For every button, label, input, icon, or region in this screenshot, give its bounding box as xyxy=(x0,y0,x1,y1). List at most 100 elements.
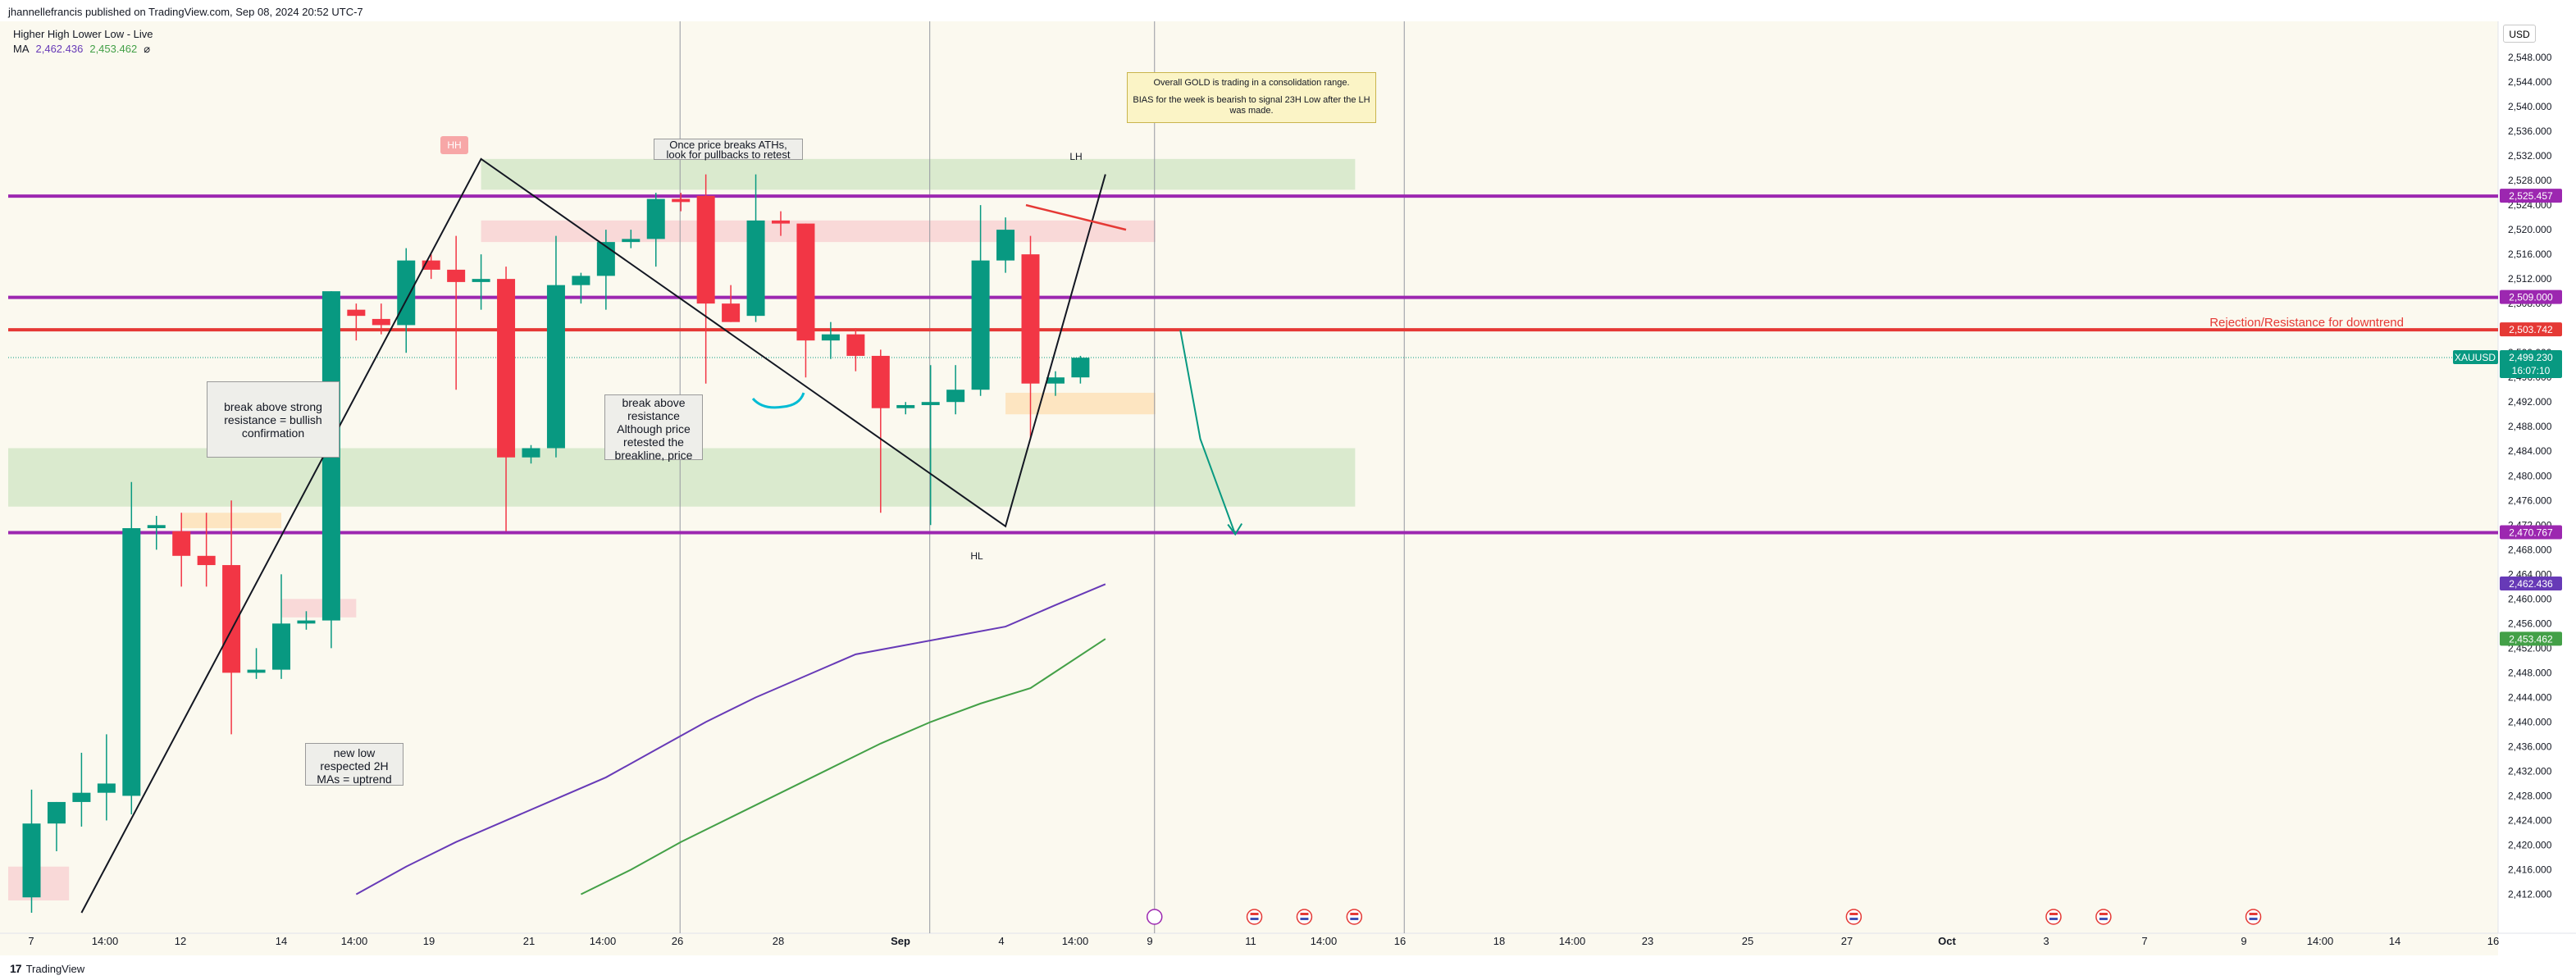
candle-body[interactable] xyxy=(147,525,166,529)
horizontal-levels[interactable] xyxy=(8,194,2498,535)
lightning-event-icon[interactable] xyxy=(1147,909,1163,925)
candle-body[interactable] xyxy=(522,448,540,458)
hh-marker[interactable]: HH xyxy=(440,136,468,154)
drawings[interactable]: HH LH HL Rejection/Resistance for downtrend xyxy=(80,136,2404,914)
currency-button[interactable]: USD xyxy=(2503,25,2536,43)
candle-body[interactable] xyxy=(996,230,1015,261)
candle-body[interactable] xyxy=(422,260,440,270)
demand-zone[interactable] xyxy=(481,158,1356,190)
candle-body[interactable] xyxy=(222,565,241,673)
candle-body[interactable] xyxy=(971,260,990,390)
price-tick: 2,444.000 xyxy=(2508,691,2552,703)
tradingview-logo[interactable]: 17 TradingView xyxy=(10,962,84,975)
annotation-bullish-confirmation[interactable]: break above strong resistance = bullish … xyxy=(207,381,340,458)
price-tick: 2,536.000 xyxy=(2508,125,2552,137)
annotation-line: MAs = uptrend xyxy=(317,773,392,786)
curve-marker[interactable] xyxy=(751,392,805,409)
candle-body[interactable] xyxy=(1021,254,1040,384)
us-flag-event-icon[interactable] xyxy=(1346,909,1363,925)
lh-resistance-line[interactable] xyxy=(1025,203,1127,231)
candle-body[interactable] xyxy=(1071,358,1090,378)
candle-body[interactable] xyxy=(796,223,815,341)
candle-body[interactable] xyxy=(497,279,516,458)
candle-body[interactable] xyxy=(896,404,915,408)
candle-body[interactable] xyxy=(622,239,641,243)
symbol-tag-bg xyxy=(2453,349,2498,364)
price-tick: 2,428.000 xyxy=(2508,790,2552,801)
order_block-zone[interactable] xyxy=(1005,392,1156,415)
price-tick: 2,440.000 xyxy=(2508,716,2552,727)
annotation-uptrend[interactable]: new low respected 2H MAs = uptrend xyxy=(305,743,403,786)
candle-body[interactable] xyxy=(122,528,141,796)
us-flag-event-icon[interactable] xyxy=(1296,909,1313,925)
candle-body[interactable] xyxy=(846,334,865,356)
annotation-retested[interactable]: break above resistance Although price re… xyxy=(604,394,703,462)
candle-body[interactable] xyxy=(72,792,91,802)
candle-body[interactable] xyxy=(447,269,466,282)
candle-body[interactable] xyxy=(97,783,116,793)
us-flag-event-icon[interactable] xyxy=(2045,909,2062,925)
candle-body[interactable] xyxy=(772,220,790,224)
flag-stripe xyxy=(1300,913,1309,915)
price-axis-background[interactable] xyxy=(2498,21,2576,955)
consolidation-note[interactable]: Overall GOLD is trading in a consolidati… xyxy=(1127,72,1376,123)
candle-body[interactable] xyxy=(946,390,965,403)
candle-body[interactable] xyxy=(397,260,416,326)
candle-body[interactable] xyxy=(1046,377,1065,384)
flag-stripe xyxy=(2049,918,2058,920)
supply-zone[interactable] xyxy=(281,599,357,618)
candle-body[interactable] xyxy=(372,318,390,326)
level-price-tag-bg xyxy=(2500,525,2562,540)
us-flag-event-icon[interactable] xyxy=(2095,909,2112,925)
candle-body[interactable] xyxy=(696,195,715,304)
price-tick: 2,432.000 xyxy=(2508,765,2552,777)
price-chart[interactable]: HH LH HL Rejection/Resistance for downtrend… xyxy=(0,21,2576,955)
price-tick: 2,448.000 xyxy=(2508,667,2552,678)
candle-body[interactable] xyxy=(722,303,741,322)
candle-body[interactable] xyxy=(546,285,565,449)
candle-body[interactable] xyxy=(172,531,191,556)
swing-trendline[interactable] xyxy=(80,157,1106,914)
price-axis[interactable]: 2,548.000 2,544.000 2,540.000 2,536.000 2,53… xyxy=(2453,52,2562,900)
candle-body[interactable] xyxy=(746,220,765,317)
supply-zone[interactable] xyxy=(481,220,1156,243)
annotation-breakout-retest[interactable]: Once price breaks ATHs, look for pullbac… xyxy=(654,139,803,160)
us-flag-event-icon[interactable] xyxy=(2245,909,2262,925)
time-tick: 27 xyxy=(1841,935,1853,947)
time-tick: 4 xyxy=(998,935,1004,947)
ma2-value: 2,453.462 xyxy=(89,43,138,55)
candle-body[interactable] xyxy=(197,555,216,566)
us-flag-event-icon[interactable] xyxy=(1845,909,1862,925)
candle-body[interactable] xyxy=(921,402,940,405)
candle-body[interactable] xyxy=(47,801,66,824)
annotation-line: retested the xyxy=(623,435,684,449)
time-tick: 23 xyxy=(1642,935,1653,947)
annotation-line: Once price breaks ATHs, xyxy=(669,139,787,151)
null-icon[interactable]: ⌀ xyxy=(144,43,151,55)
candle-body[interactable] xyxy=(572,276,590,285)
price-tick: 2,480.000 xyxy=(2508,470,2552,481)
price-tick: 2,528.000 xyxy=(2508,175,2552,186)
time-tick: 14 xyxy=(2389,935,2400,947)
candle-body[interactable] xyxy=(646,198,665,239)
candle-body[interactable] xyxy=(297,620,316,624)
economic-events[interactable] xyxy=(1147,909,2262,925)
candle-body[interactable] xyxy=(347,309,366,317)
flag-ring xyxy=(1845,909,1862,925)
candle-body[interactable] xyxy=(247,669,266,673)
candle-body[interactable] xyxy=(472,279,490,282)
candle-body[interactable] xyxy=(871,355,890,408)
candle-body[interactable] xyxy=(272,623,290,670)
chart-legend[interactable]: Higher High Lower Low - Live MA 2,462.43… xyxy=(13,27,153,57)
time-axis[interactable]: 7 14:00 12 14 14:00 19 21 14:00 26 28 Sep 4 14:00 9 11… xyxy=(28,935,2499,947)
candle-body[interactable] xyxy=(821,334,840,341)
candle-body[interactable] xyxy=(672,198,691,203)
candle-body[interactable] xyxy=(22,823,41,898)
us-flag-event-icon[interactable] xyxy=(1246,909,1263,925)
projection-path[interactable] xyxy=(1179,330,1237,535)
level-price-tag-bg xyxy=(2500,189,2562,203)
candles[interactable] xyxy=(22,174,1090,913)
flag-stripe xyxy=(2099,918,2108,920)
flag-ring xyxy=(1246,909,1263,925)
time-tick: 7 xyxy=(28,935,34,947)
